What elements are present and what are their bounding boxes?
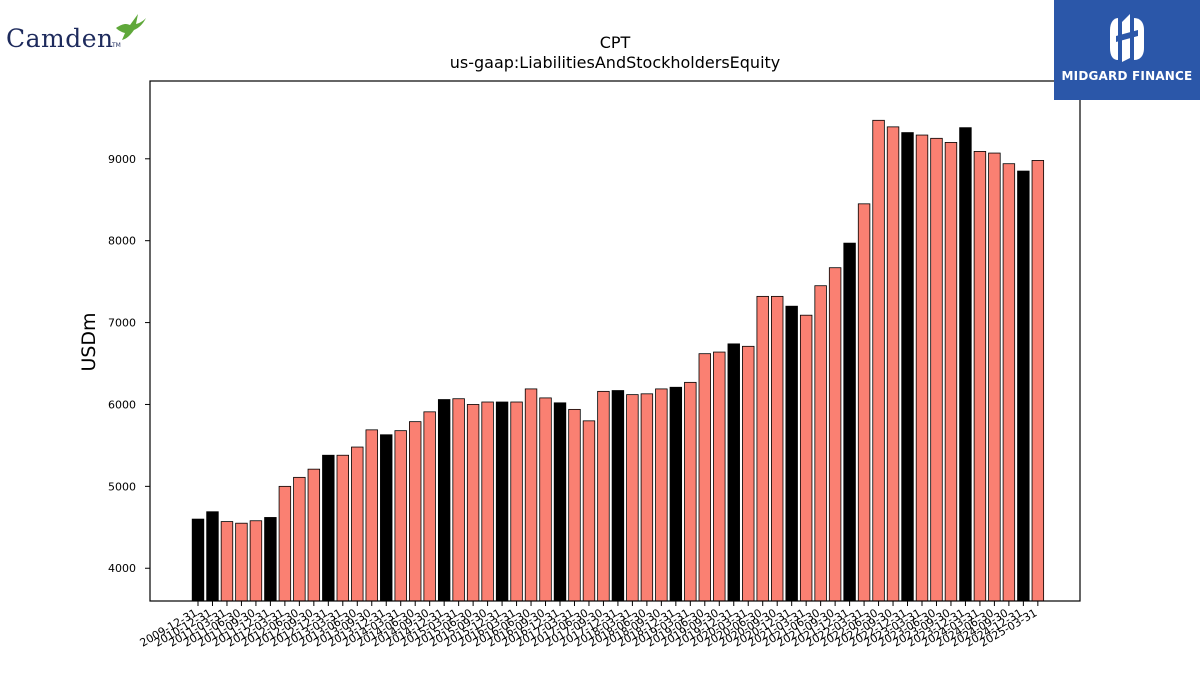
bar-2024-12-31 [1017, 170, 1030, 602]
bar-2016-06-30 [524, 388, 538, 602]
bar-2020-03-31 [742, 345, 755, 602]
bar-2012-03-31 [278, 485, 292, 602]
bar-2019-12-31 [727, 343, 740, 602]
bar-2013-12-31 [380, 434, 393, 602]
bar-2016-03-31 [510, 401, 523, 602]
bar-2024-03-31 [973, 151, 987, 602]
bar-2011-03-31 [220, 521, 234, 602]
bar-2012-06-30 [293, 476, 306, 602]
bar-2013-09-30 [365, 429, 378, 602]
bar-2017-12-31 [611, 390, 625, 602]
bar-2018-12-31 [669, 386, 683, 602]
bar-2015-12-31 [495, 401, 509, 602]
bar-2019-06-30 [698, 353, 712, 602]
y-tick-label: 6000 [108, 398, 136, 411]
bar-2016-12-31 [553, 402, 567, 602]
hummingbird-icon [116, 14, 146, 40]
bars-group [191, 119, 1045, 602]
bar-2015-03-31 [452, 398, 465, 602]
bar-2023-03-31 [915, 134, 929, 602]
bar-2011-09-30 [249, 520, 263, 602]
bar-2020-09-30 [771, 295, 784, 602]
camden-logo-tm: TM [112, 42, 121, 49]
bar-2020-06-30 [756, 295, 769, 602]
midgard-logo-text: MIDGARD FINANCE [1061, 69, 1193, 83]
bar-2022-03-31 [857, 203, 871, 602]
bar-2023-12-31 [959, 127, 972, 602]
y-tick-label: 8000 [108, 235, 136, 248]
bar-2017-09-30 [597, 390, 610, 602]
bar-2017-06-30 [582, 420, 596, 602]
bar-2015-06-30 [466, 404, 480, 602]
bar-2018-03-31 [626, 394, 639, 602]
bar-2019-03-31 [684, 381, 697, 602]
bar-2014-03-31 [394, 430, 407, 602]
y-tick-label: 5000 [108, 480, 136, 493]
chart-title: CPT [600, 33, 631, 52]
bar-2019-09-30 [713, 351, 726, 602]
bar-2025-03-31 [1031, 160, 1045, 602]
bar-2012-12-31 [322, 454, 335, 602]
bar-2021-03-31 [799, 314, 813, 602]
bar-2014-06-30 [408, 421, 422, 602]
bar-2016-09-30 [539, 397, 552, 602]
bar-2023-06-30 [930, 137, 943, 602]
midgard-emblem-icon [1110, 14, 1144, 62]
bar-2022-12-31 [901, 132, 914, 602]
bar-2011-06-30 [235, 522, 248, 602]
bar-2022-09-30 [886, 126, 900, 602]
y-axis-label: USDm [78, 312, 100, 371]
bar-2014-09-30 [423, 411, 436, 602]
bar-2023-09-30 [944, 142, 958, 602]
midgard-finance-logo: MIDGARD FINANCE [1054, 0, 1200, 100]
bar-2013-06-30 [351, 446, 364, 602]
bar-2011-12-31 [264, 517, 277, 602]
bar-2017-03-31 [568, 408, 581, 602]
y-tick-label: 9000 [108, 153, 136, 166]
bar-2014-12-31 [437, 399, 451, 602]
bar-2021-09-30 [828, 267, 842, 602]
bar-2020-12-31 [785, 305, 798, 602]
bar-2024-09-30 [1002, 163, 1016, 602]
bar-2010-12-31 [206, 511, 219, 602]
bar-2021-12-31 [843, 242, 856, 602]
y-tick-label: 7000 [108, 317, 136, 330]
plot-frame [149, 80, 1081, 602]
bar-2018-06-30 [640, 393, 654, 602]
bar-2024-06-30 [988, 152, 1001, 602]
camden-logo-text: Camden [6, 24, 114, 53]
bar-2021-06-30 [814, 285, 827, 602]
y-tick-label: 4000 [108, 562, 136, 575]
bar-2018-09-30 [655, 388, 668, 602]
bar-2022-06-30 [872, 119, 885, 602]
bar-2013-03-31 [336, 454, 350, 602]
camden-logo: Camden TM [6, 6, 146, 56]
bar-2012-09-30 [307, 468, 321, 602]
chart-subtitle: us-gaap:LiabilitiesAndStockholdersEquity [450, 53, 781, 72]
bar-2009-12-31 [191, 518, 205, 602]
y-axis: 4000 5000 6000 7000 8000 9000 [108, 153, 150, 575]
bar-2015-09-30 [481, 401, 494, 602]
x-axis: 2009-12-312010-12-312011-03-312011-06-30… [138, 601, 1039, 650]
